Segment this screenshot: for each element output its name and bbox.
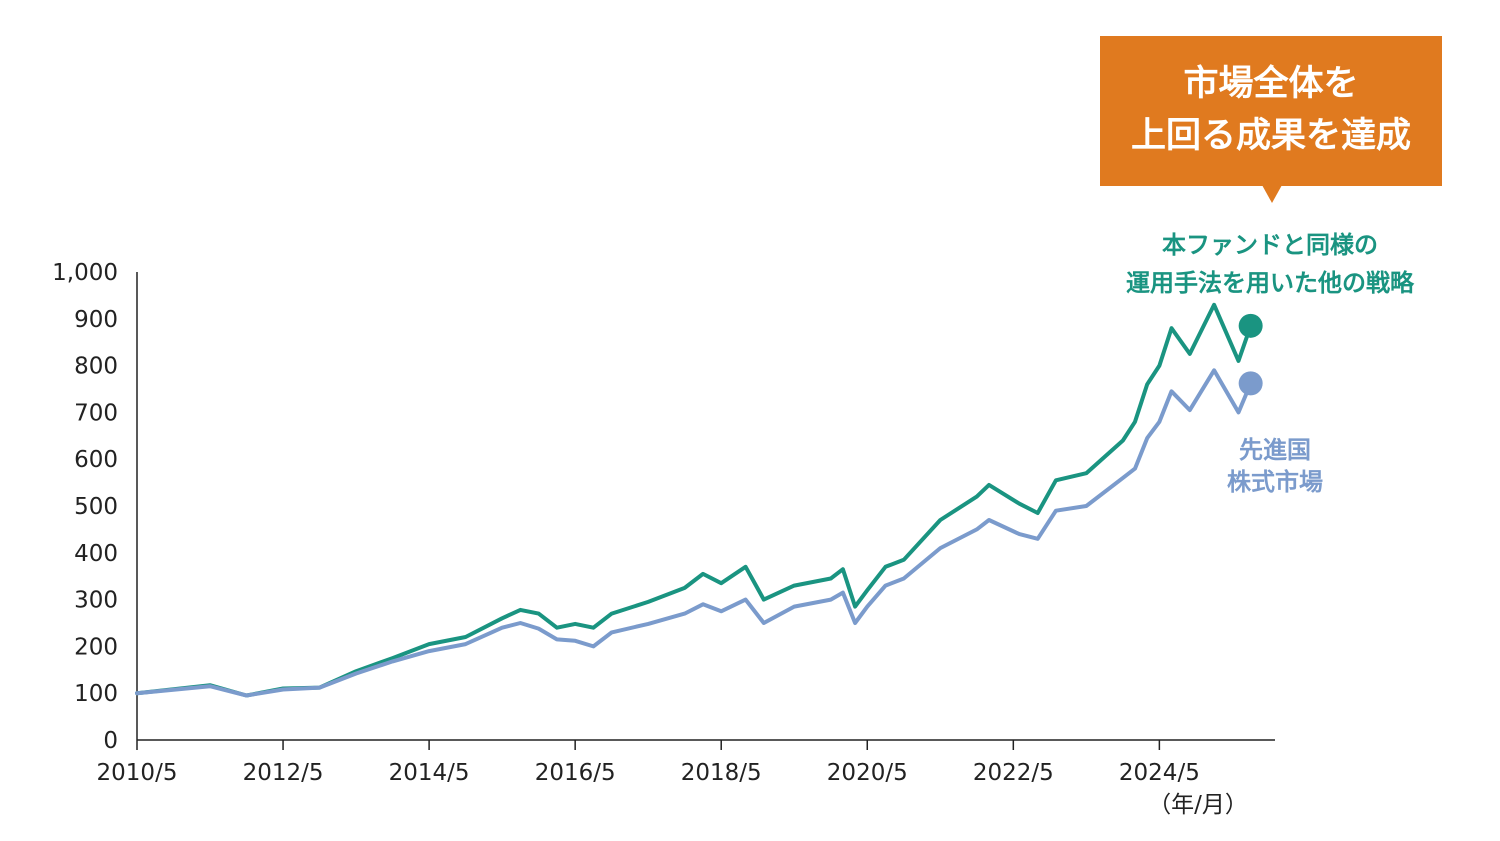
y-tick-label: 100 <box>74 681 118 707</box>
x-tick-label: 2020/5 <box>827 760 908 786</box>
y-tick-label: 200 <box>74 634 118 660</box>
y-tick-label: 700 <box>74 400 118 426</box>
callout-pointer <box>1262 185 1282 203</box>
y-tick-label: 300 <box>74 588 118 614</box>
fund-series-label: 本ファンドと同様の 運用手法を用いた他の戦略 <box>1090 226 1450 302</box>
x-axis: 2010/5 2012/5 2014/5 2016/5 2018/5 2020/5 2022… <box>97 739 1275 786</box>
x-tick-label: 2022/5 <box>973 760 1054 786</box>
fund-label-line1: 本ファンドと同様の <box>1162 231 1378 259</box>
x-tick-label: 2024/5 <box>1119 760 1200 786</box>
y-tick-label: 1,000 <box>52 260 118 286</box>
fund-label-line2: 運用手法を用いた他の戦略 <box>1126 269 1414 297</box>
x-axis-unit-label: （年/月） <box>1148 792 1248 818</box>
market-label-line2: 株式市場 <box>1227 468 1323 496</box>
y-tick-label: 600 <box>74 447 118 473</box>
x-tick-label: 2016/5 <box>535 760 616 786</box>
market-series-label: 先進国 株式市場 <box>1195 434 1355 498</box>
market-end-marker <box>1238 371 1263 396</box>
y-tick-label: 400 <box>74 541 118 567</box>
fund-end-marker <box>1238 313 1263 338</box>
callout-line2: 上回る成果を達成 <box>1130 116 1411 156</box>
x-tick-label: 2014/5 <box>389 760 470 786</box>
fund-series-line <box>135 302 1253 698</box>
market-series-line <box>135 368 1253 698</box>
x-tick-label: 2010/5 <box>97 760 178 786</box>
x-tick-label: 2018/5 <box>681 760 762 786</box>
y-tick-label: 0 <box>103 728 118 754</box>
y-tick-label: 500 <box>74 494 118 520</box>
y-tick-label: 900 <box>74 307 118 333</box>
series-lines <box>135 302 1263 698</box>
callout-line1: 市場全体を <box>1183 64 1359 104</box>
y-axis: 0 100 200 300 400 500 600 700 800 900 1,000 <box>52 260 138 754</box>
callout-box: 市場全体を 上回る成果を達成 <box>1100 36 1442 186</box>
market-label-line1: 先進国 <box>1239 436 1311 464</box>
x-tick-label: 2012/5 <box>243 760 324 786</box>
y-tick-label: 800 <box>74 354 118 380</box>
